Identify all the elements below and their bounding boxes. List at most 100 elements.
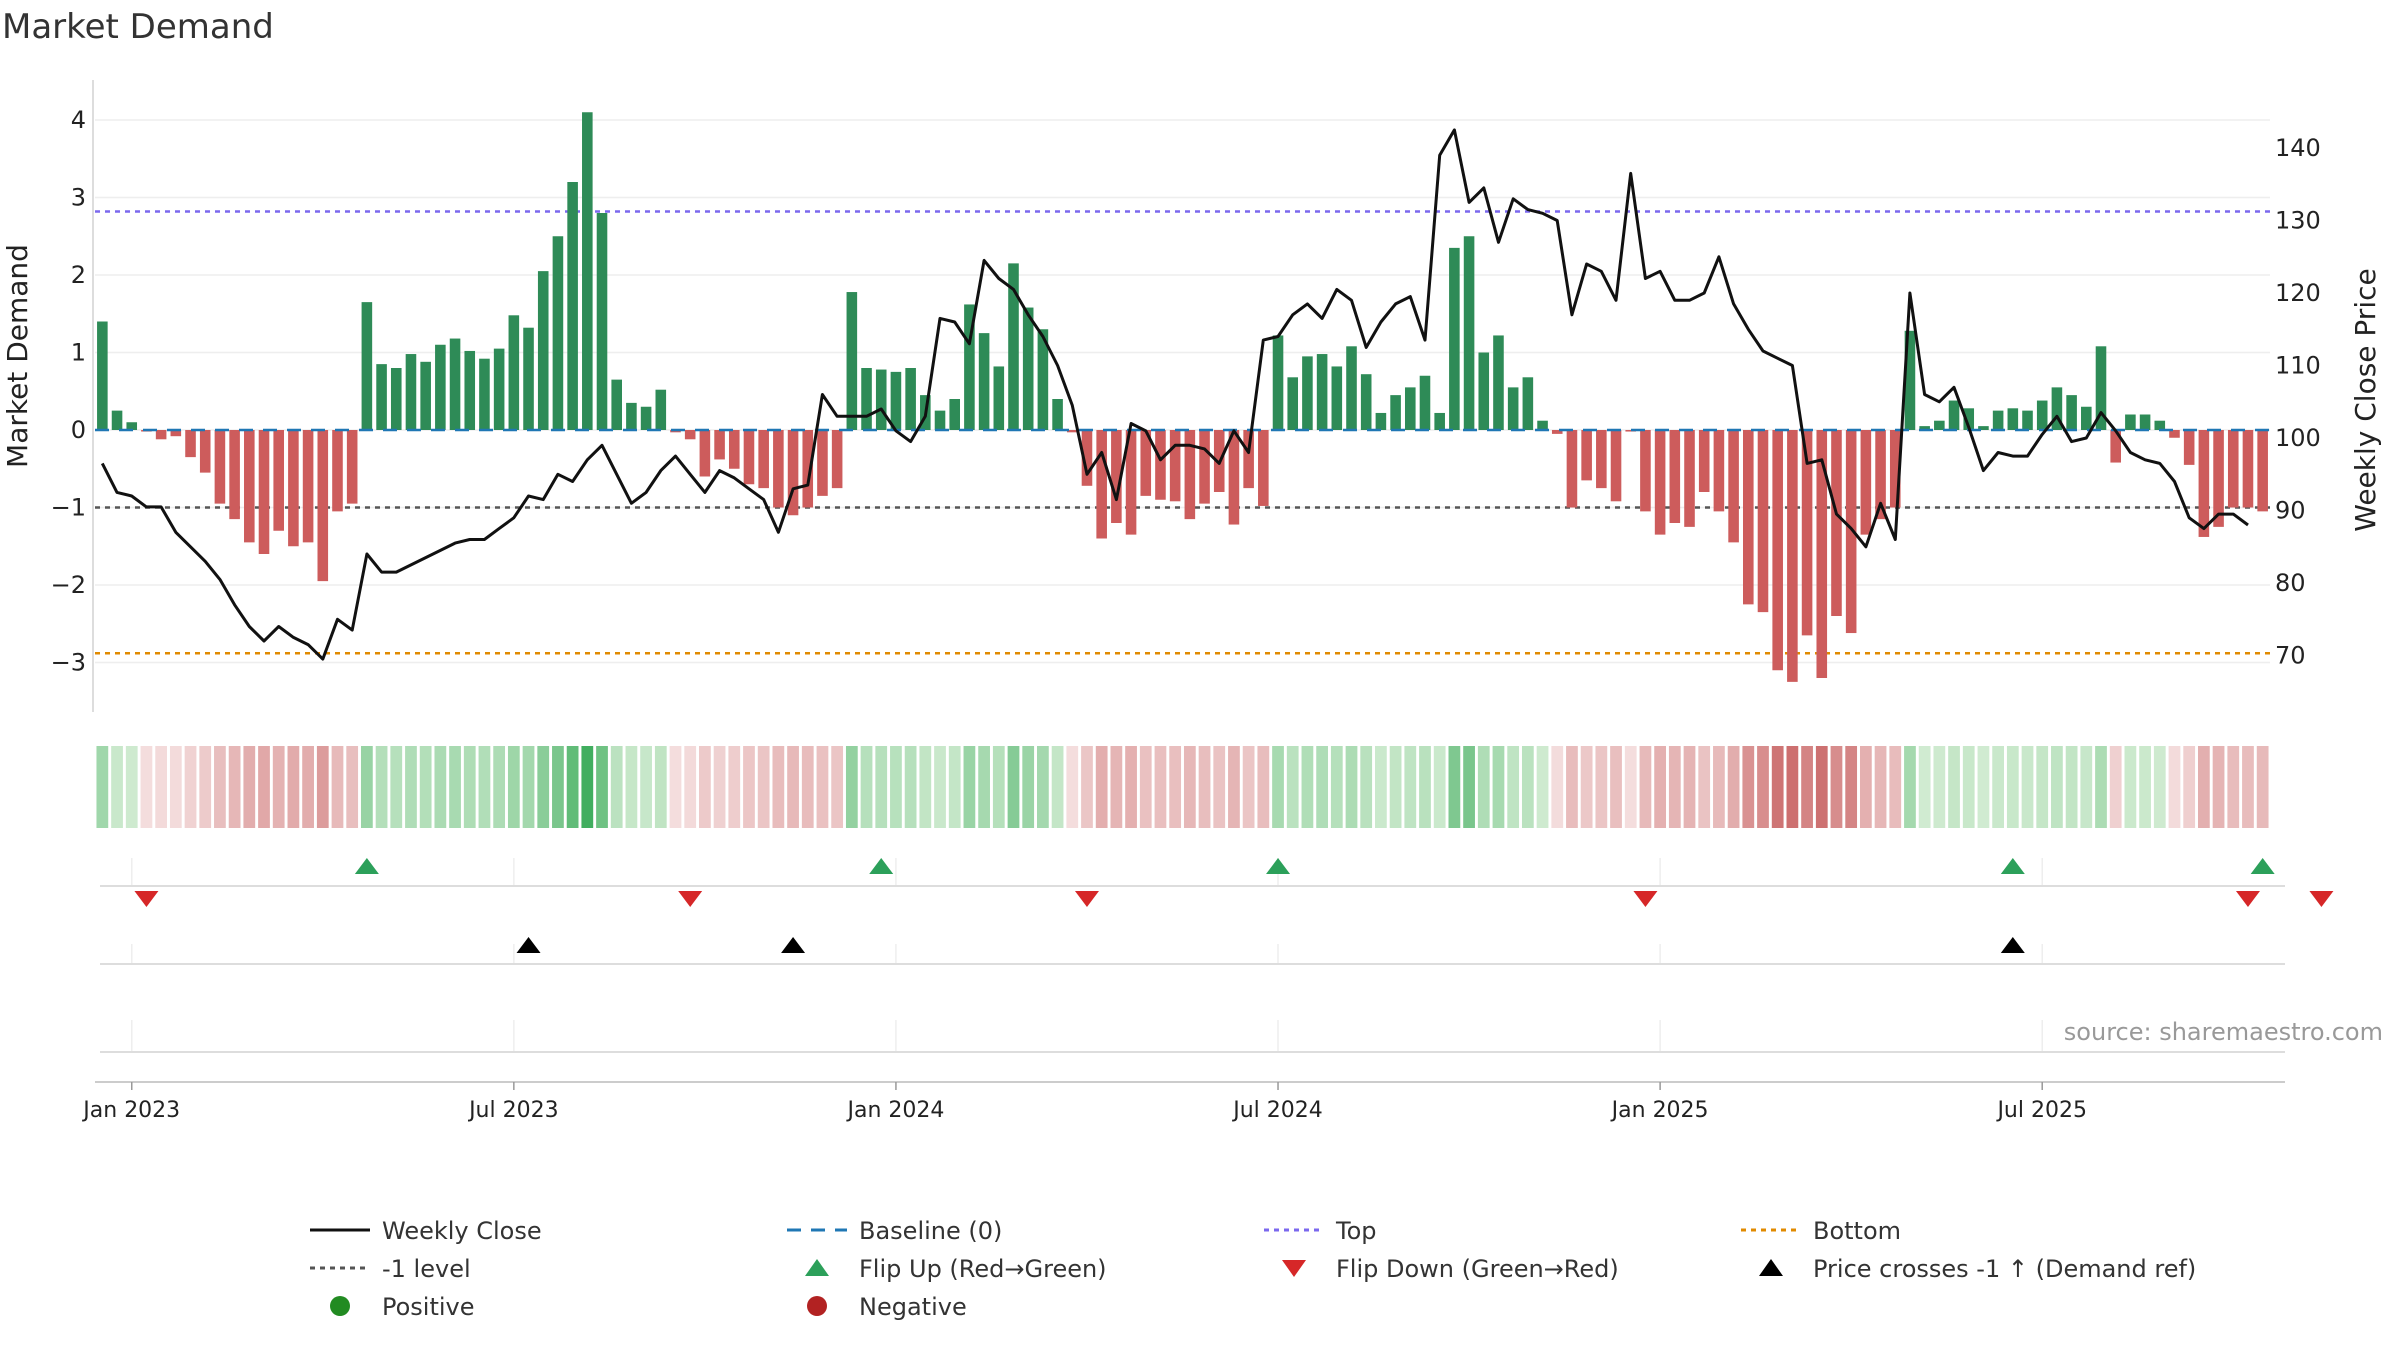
demand-bar: [787, 430, 799, 516]
y2-tick-label: 140: [2275, 134, 2321, 162]
heat-cell: [2036, 746, 2049, 828]
heat-cell: [1198, 746, 1211, 828]
demand-bar: [1713, 430, 1725, 512]
legend-label: Top: [1335, 1217, 1377, 1245]
heat-cell: [316, 746, 329, 828]
heat-cell: [1683, 746, 1696, 828]
heat-cell: [2065, 746, 2078, 828]
heat-cell: [111, 746, 123, 828]
heat-cell: [1962, 746, 1975, 828]
heat-cell: [1845, 746, 1858, 828]
y-tick-label: 3: [71, 184, 86, 212]
demand-bar: [1346, 346, 1357, 430]
x-tick-label: Jan 2024: [845, 1098, 944, 1123]
heat-cell: [2095, 746, 2107, 828]
flip-up-marker: [2000, 858, 2025, 874]
demand-bar: [1934, 420, 1945, 430]
demand-bar: [2227, 430, 2239, 508]
demand-bar: [1728, 430, 1739, 543]
heat-cell: [875, 746, 888, 828]
heat-cell: [743, 746, 755, 828]
demand-bar: [684, 430, 696, 440]
y-tick-label: 2: [71, 261, 86, 289]
heat-cell: [669, 746, 682, 828]
flip-up-marker: [354, 858, 379, 874]
demand-bar: [1948, 400, 1960, 430]
demand-bar: [537, 271, 549, 430]
demand-bar: [1111, 430, 1122, 523]
heat-cell: [1771, 746, 1784, 828]
demand-bar: [1066, 430, 1078, 433]
heat-cell: [272, 746, 285, 828]
heat-cell: [1139, 746, 1152, 828]
heat-cell: [493, 746, 506, 828]
heat-cell: [2139, 746, 2151, 828]
demand-bar: [1522, 377, 1534, 430]
demand-bar: [817, 430, 828, 496]
heat-cell: [1242, 746, 1255, 828]
heat-cell: [610, 746, 623, 828]
demand-bar: [1316, 354, 1328, 430]
demand-bar: [1581, 430, 1592, 481]
heat-cell: [302, 746, 314, 828]
demand-bar: [1478, 352, 1490, 430]
demand-bar: [1199, 430, 1210, 504]
demand-bar: [1463, 236, 1475, 430]
right-axis-ticks: 140 130 120 110 100 90 80 70: [2275, 134, 2321, 670]
demand-bar: [728, 430, 740, 469]
demand-bar: [449, 338, 461, 430]
circle-icon: [330, 1296, 350, 1316]
demand-bar: [1169, 430, 1181, 502]
y-tick-label: 4: [71, 106, 86, 134]
flip-down-marker: [1074, 891, 1099, 907]
demand-bar: [1743, 430, 1754, 605]
heat-cell: [1492, 746, 1505, 828]
demand-heat-strip: [96, 746, 2269, 828]
demand-bar: [2125, 414, 2136, 430]
demand-bar: [2022, 410, 2033, 430]
flip-down-marker: [678, 891, 703, 907]
demand-bar: [934, 410, 946, 430]
demand-bar: [405, 354, 417, 430]
x-tick-label: Jan 2023: [81, 1098, 180, 1123]
demand-bar: [97, 321, 108, 430]
heat-cell: [1830, 746, 1843, 828]
heat-cell: [566, 746, 579, 828]
y-tick-label: −2: [51, 571, 86, 599]
demand-bar: [464, 350, 476, 430]
x-tick-label: Jan 2025: [1610, 1098, 1709, 1123]
x-tick-label: Jul 2023: [467, 1098, 559, 1123]
demand-bar: [2169, 430, 2180, 438]
source-note: source: sharemaestro.com: [2064, 1018, 2383, 1046]
demand-bar: [1625, 430, 1637, 432]
heat-cell: [2212, 746, 2225, 828]
demand-bar: [611, 379, 622, 430]
heat-cell: [1419, 746, 1431, 828]
demand-bar: [1787, 430, 1798, 682]
heat-cell: [1360, 746, 1373, 828]
demand-bar: [567, 182, 578, 430]
demand-bar: [1052, 399, 1063, 430]
demand-bar: [1772, 430, 1783, 671]
heat-cell: [1183, 746, 1196, 828]
demand-bar: [258, 430, 270, 554]
heat-cell: [1375, 746, 1387, 828]
y2-tick-label: 110: [2275, 352, 2321, 380]
demand-bar: [699, 430, 711, 477]
heat-cell: [1507, 746, 1520, 828]
flip-up-marker: [2250, 858, 2275, 874]
demand-bar: [993, 366, 1005, 430]
heat-cell: [1316, 746, 1328, 828]
demand-bar: [2110, 430, 2121, 463]
demand-bar: [1875, 430, 1886, 520]
heat-cell: [1345, 746, 1358, 828]
heat-cell: [934, 746, 946, 828]
y2-tick-label: 100: [2275, 424, 2321, 452]
demand-bar: [552, 236, 564, 430]
demand-bar: [1669, 430, 1681, 523]
demand-bar: [978, 333, 990, 430]
heat-cell: [1169, 746, 1182, 828]
demand-bar: [1904, 330, 1916, 430]
heat-cell: [537, 746, 550, 828]
heat-cell: [1801, 746, 1813, 828]
